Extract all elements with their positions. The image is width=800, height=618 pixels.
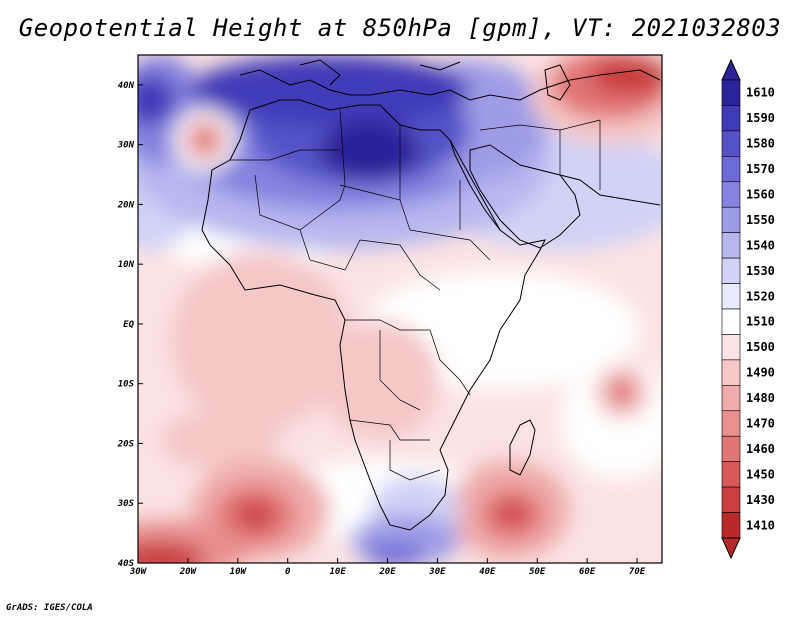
lat-tick-label: EQ <box>123 320 134 330</box>
colorbar-label: 1590 <box>746 111 775 125</box>
coastlines <box>201 59 661 531</box>
lat-tick-label: 40N <box>118 81 135 91</box>
lat-tick-label: 30N <box>117 141 135 151</box>
lon-tick-label: 0 <box>285 567 291 577</box>
lon-tick-label: 10E <box>329 567 346 577</box>
lon-tick-label: 40E <box>479 567 496 577</box>
colorbar-label: 1480 <box>746 391 775 405</box>
lat-tick-label: 20S <box>117 439 135 449</box>
colorbar-label: 1490 <box>746 366 775 380</box>
colorbar-swatch <box>721 334 741 361</box>
lat-tick-label: 40S <box>118 559 135 569</box>
lon-tick-label: 50E <box>529 567 546 577</box>
colorbar-label: 1550 <box>746 213 775 227</box>
colorbar-label: 1560 <box>746 188 775 202</box>
latitude-axis: 40N 30N 20N 10N EQ 10S 20S 30S 40S <box>117 81 143 569</box>
colorbar-swatch <box>721 181 741 208</box>
colorbar-swatch <box>721 461 741 488</box>
map-title: Geopotential Height at 850hPa [gpm], VT:… <box>18 14 782 42</box>
colorbar-swatch <box>721 308 741 335</box>
colorbar-swatch <box>721 486 741 513</box>
lat-tick-label: 30S <box>117 499 135 509</box>
colorbar-label: 1470 <box>746 417 775 431</box>
colorbar-bottom-arrow <box>721 537 741 560</box>
colorbar-label: 1520 <box>746 289 775 303</box>
colorbar-label: 1410 <box>746 518 775 532</box>
colorbar-swatch <box>721 359 741 386</box>
lon-tick-label: 30E <box>428 567 446 577</box>
colorbar-swatch <box>721 206 741 233</box>
colorbar: 1610 1590 1580 1570 1560 1550 1540 1530 1520 1510… <box>721 58 775 560</box>
colorbar-swatch <box>721 232 741 259</box>
colorbar-label: 1450 <box>746 467 775 481</box>
colorbar-label: 1510 <box>746 315 775 329</box>
lon-tick-label: 20E <box>378 567 396 577</box>
colorbar-swatch <box>721 435 741 462</box>
lon-tick-label: 30W <box>129 567 148 577</box>
colorbar-swatch <box>721 512 741 539</box>
lon-tick-label: 20W <box>179 567 198 577</box>
colorbar-swatch <box>721 130 741 157</box>
grads-credit: GrADS: IGES/COLA <box>6 603 93 613</box>
lon-tick-label: 60E <box>579 567 596 577</box>
colorbar-label: 1580 <box>746 137 775 151</box>
colorbar-label: 1540 <box>746 238 775 252</box>
colorbar-top-arrow <box>721 58 741 81</box>
colorbar-swatch <box>721 385 741 412</box>
colorbar-swatch <box>721 79 741 106</box>
colorbar-label: 1530 <box>746 264 775 278</box>
colorbar-label: 1430 <box>746 493 775 507</box>
lat-tick-label: 10N <box>118 260 135 270</box>
lon-tick-label: 10W <box>230 567 248 577</box>
lat-tick-label: 20N <box>117 200 135 210</box>
colorbar-label: 1460 <box>746 442 775 456</box>
country-borders <box>230 109 601 481</box>
plot-frame <box>137 54 663 564</box>
colorbar-swatch <box>721 257 741 284</box>
colorbar-swatch <box>721 410 741 437</box>
height-field <box>138 55 662 563</box>
longitude-axis: 30W 20W 10W 0 10E 20E 30E 40E 50E 60E 70E <box>129 558 646 577</box>
lat-tick-label: 10S <box>118 380 135 390</box>
colorbar-swatch <box>721 283 741 310</box>
colorbar-label: 1570 <box>746 162 775 176</box>
lon-tick-label: 70E <box>629 567 646 577</box>
colorbar-swatch <box>721 105 741 132</box>
colorbar-swatch <box>721 156 741 183</box>
colorbar-label: 1610 <box>746 86 775 100</box>
colorbar-label: 1500 <box>746 340 775 354</box>
